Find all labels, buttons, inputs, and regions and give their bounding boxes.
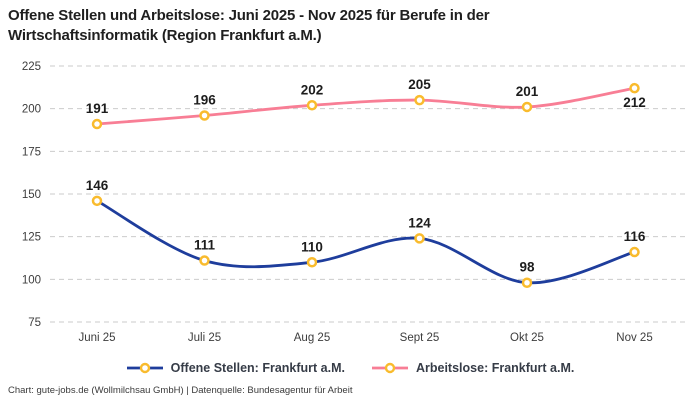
point-label: 116 bbox=[624, 229, 646, 244]
point-label: 111 bbox=[194, 238, 216, 253]
chart-legend: Offene Stellen: Frankfurt a.M. Arbeitslos… bbox=[0, 359, 700, 377]
x-tick-label: Nov 25 bbox=[616, 332, 652, 344]
data-point[interactable] bbox=[521, 277, 533, 288]
legend-item-1[interactable]: Arbeitslose: Frankfurt a.M. bbox=[371, 361, 574, 375]
chart-title-line-2: Wirtschaftsinformatik (Region Frankfurt … bbox=[8, 27, 322, 44]
point-label: 191 bbox=[86, 101, 109, 116]
data-point[interactable] bbox=[91, 195, 103, 207]
series-line-0 bbox=[95, 199, 636, 285]
data-point[interactable] bbox=[199, 110, 210, 121]
legend-line-marker-icon bbox=[126, 362, 163, 374]
x-tick-label: Okt 25 bbox=[510, 332, 544, 344]
series-line-1 bbox=[95, 86, 636, 126]
point-label: 110 bbox=[301, 239, 323, 254]
line-chart-plot: 75 100 125 150 175 200 225 Juni 25 Juli 25 Aug 25… bbox=[22, 61, 688, 344]
legend-label: Offene Stellen: Frankfurt a.M. bbox=[170, 361, 345, 375]
data-point[interactable] bbox=[306, 100, 318, 111]
point-label: 201 bbox=[516, 84, 539, 99]
point-label: 202 bbox=[301, 82, 324, 97]
y-tick-label: 125 bbox=[22, 232, 41, 244]
data-point[interactable] bbox=[414, 233, 425, 244]
y-tick-label: 175 bbox=[22, 146, 41, 158]
y-tick-label: 200 bbox=[22, 104, 41, 116]
legend-label: Arbeitslose: Frankfurt a.M. bbox=[415, 361, 575, 375]
x-tick-label: Aug 25 bbox=[294, 332, 330, 344]
point-label: 212 bbox=[623, 95, 646, 110]
x-tick-label: Juli 25 bbox=[188, 332, 221, 344]
data-point[interactable] bbox=[521, 101, 533, 113]
chart-title-line-1: Offene Stellen und Arbeitslose: Juni 202… bbox=[8, 7, 490, 24]
data-point[interactable] bbox=[91, 118, 103, 130]
x-tick-label: Sept 25 bbox=[400, 332, 440, 344]
attribution-footer: Chart: gute-jobs.de (Wollmilchsau GmbH) … bbox=[8, 385, 353, 396]
y-tick-label: 150 bbox=[22, 189, 41, 201]
data-point[interactable] bbox=[629, 82, 640, 94]
data-point[interactable] bbox=[306, 257, 318, 268]
y-tick-label: 75 bbox=[28, 317, 41, 329]
point-label: 98 bbox=[519, 260, 535, 275]
chart-title: Offene Stellen und Arbeitslose: Juni 202… bbox=[8, 6, 696, 46]
data-point[interactable] bbox=[414, 94, 425, 106]
y-tick-label: 100 bbox=[22, 274, 41, 286]
point-label: 124 bbox=[408, 215, 431, 230]
y-tick-label: 225 bbox=[22, 61, 41, 73]
legend-item-0[interactable]: Offene Stellen: Frankfurt a.M. bbox=[126, 361, 345, 375]
data-point[interactable] bbox=[199, 255, 210, 266]
data-point[interactable] bbox=[629, 246, 640, 258]
x-tick-label: Juni 25 bbox=[78, 332, 115, 344]
legend-line-marker-icon bbox=[371, 362, 408, 374]
point-label: 146 bbox=[86, 178, 109, 193]
point-label: 196 bbox=[193, 92, 216, 107]
point-label: 205 bbox=[408, 77, 431, 92]
